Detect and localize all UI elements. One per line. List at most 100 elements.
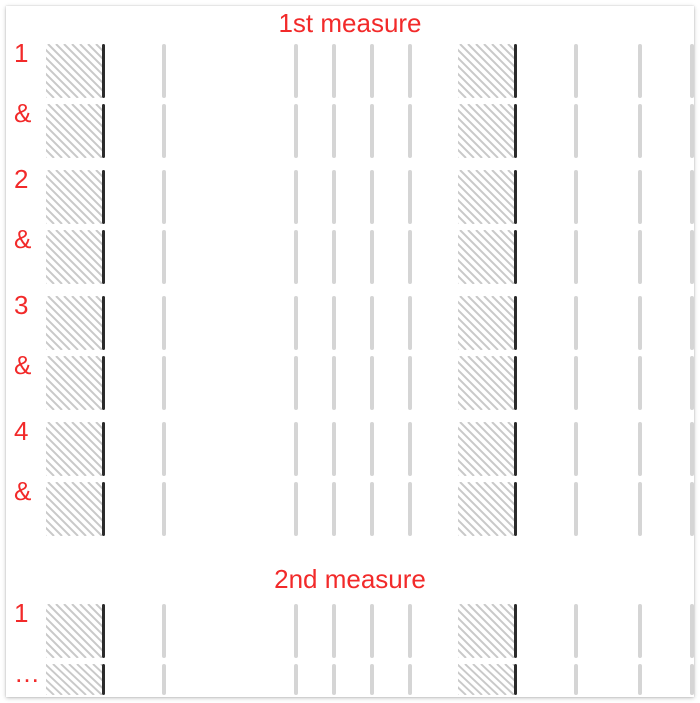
beat-label: 2 bbox=[14, 166, 38, 192]
grid-line-light bbox=[408, 422, 412, 476]
grid-line-light bbox=[638, 604, 642, 658]
grid-line-light bbox=[574, 604, 578, 658]
grid-line-light bbox=[408, 664, 412, 695]
grid-line-light bbox=[162, 356, 166, 410]
grid-line-light bbox=[574, 170, 578, 224]
grid-line-light bbox=[690, 604, 694, 658]
diagram-frame: 1st measure1&2&3&4&2nd measure1… bbox=[6, 6, 694, 697]
grid-line-light bbox=[408, 482, 412, 536]
grid-line-light bbox=[638, 296, 642, 350]
hatched-region bbox=[46, 44, 102, 98]
hatched-region bbox=[46, 604, 102, 658]
grid-line-light bbox=[638, 44, 642, 98]
grid-line-dark bbox=[514, 230, 517, 284]
grid-line-light bbox=[638, 356, 642, 410]
grid-line-light bbox=[408, 604, 412, 658]
grid-line-dark bbox=[514, 664, 517, 695]
grid-line-dark bbox=[514, 422, 517, 476]
grid-line-light bbox=[332, 482, 336, 536]
beat-label: & bbox=[14, 100, 38, 126]
grid-line-light bbox=[162, 482, 166, 536]
grid-row bbox=[42, 168, 694, 226]
measure-title: 2nd measure bbox=[6, 564, 694, 595]
hatched-region bbox=[458, 230, 514, 284]
grid-line-light bbox=[638, 104, 642, 158]
grid-line-light bbox=[408, 170, 412, 224]
grid-line-light bbox=[574, 104, 578, 158]
beat-label: & bbox=[14, 352, 38, 378]
grid-line-light bbox=[162, 296, 166, 350]
grid-line-light bbox=[690, 356, 694, 410]
grid-line-light bbox=[332, 296, 336, 350]
hatched-region bbox=[46, 104, 102, 158]
beat-label: 1 bbox=[14, 600, 38, 626]
grid-row bbox=[42, 354, 694, 412]
grid-line-light bbox=[370, 664, 374, 695]
grid-line-light bbox=[332, 664, 336, 695]
grid-line-dark bbox=[102, 170, 105, 224]
grid-line-light bbox=[370, 170, 374, 224]
grid-line-light bbox=[574, 482, 578, 536]
grid-line-light bbox=[294, 356, 298, 410]
grid-line-light bbox=[574, 296, 578, 350]
grid-row bbox=[42, 602, 694, 660]
grid-line-light bbox=[370, 296, 374, 350]
grid-line-light bbox=[370, 482, 374, 536]
grid-line-light bbox=[162, 170, 166, 224]
grid-line-dark bbox=[102, 356, 105, 410]
grid-line-light bbox=[162, 664, 166, 695]
grid-line-light bbox=[370, 230, 374, 284]
grid-row bbox=[42, 102, 694, 160]
grid-line-light bbox=[408, 296, 412, 350]
hatched-region bbox=[46, 170, 102, 224]
hatched-region bbox=[458, 604, 514, 658]
grid-line-dark bbox=[514, 104, 517, 158]
grid-line-light bbox=[690, 230, 694, 284]
measure-title: 1st measure bbox=[6, 8, 694, 39]
grid-line-light bbox=[574, 422, 578, 476]
grid-line-dark bbox=[514, 482, 517, 536]
grid-row bbox=[42, 42, 694, 100]
grid-line-light bbox=[294, 170, 298, 224]
grid-line-light bbox=[638, 482, 642, 536]
grid-row bbox=[42, 228, 694, 286]
grid-line-light bbox=[294, 422, 298, 476]
grid-line-light bbox=[332, 604, 336, 658]
hatched-region bbox=[46, 230, 102, 284]
grid-line-light bbox=[638, 170, 642, 224]
grid-line-dark bbox=[102, 664, 105, 695]
grid-line-dark bbox=[514, 604, 517, 658]
hatched-region bbox=[46, 482, 102, 536]
hatched-region bbox=[458, 296, 514, 350]
grid-line-light bbox=[638, 664, 642, 695]
grid-line-light bbox=[574, 44, 578, 98]
grid-line-dark bbox=[514, 170, 517, 224]
grid-line-dark bbox=[102, 604, 105, 658]
grid-line-light bbox=[294, 296, 298, 350]
beat-label: 4 bbox=[14, 418, 38, 444]
beat-label: … bbox=[14, 660, 38, 686]
hatched-region bbox=[458, 664, 514, 695]
hatched-region bbox=[458, 482, 514, 536]
grid-line-dark bbox=[102, 296, 105, 350]
grid-line-light bbox=[332, 44, 336, 98]
grid-line-dark bbox=[102, 482, 105, 536]
grid-line-light bbox=[332, 170, 336, 224]
grid-line-light bbox=[638, 422, 642, 476]
hatched-region bbox=[458, 44, 514, 98]
grid-row bbox=[42, 662, 694, 697]
hatched-region bbox=[458, 422, 514, 476]
grid-line-light bbox=[690, 482, 694, 536]
grid-line-dark bbox=[514, 296, 517, 350]
grid-line-light bbox=[294, 104, 298, 158]
hatched-region bbox=[46, 664, 102, 695]
grid-line-light bbox=[162, 230, 166, 284]
hatched-region bbox=[46, 356, 102, 410]
grid-line-dark bbox=[102, 104, 105, 158]
grid-line-light bbox=[294, 482, 298, 536]
grid-line-light bbox=[690, 44, 694, 98]
grid-row bbox=[42, 420, 694, 478]
grid-line-light bbox=[408, 356, 412, 410]
grid-line-light bbox=[690, 170, 694, 224]
grid-line-dark bbox=[514, 356, 517, 410]
